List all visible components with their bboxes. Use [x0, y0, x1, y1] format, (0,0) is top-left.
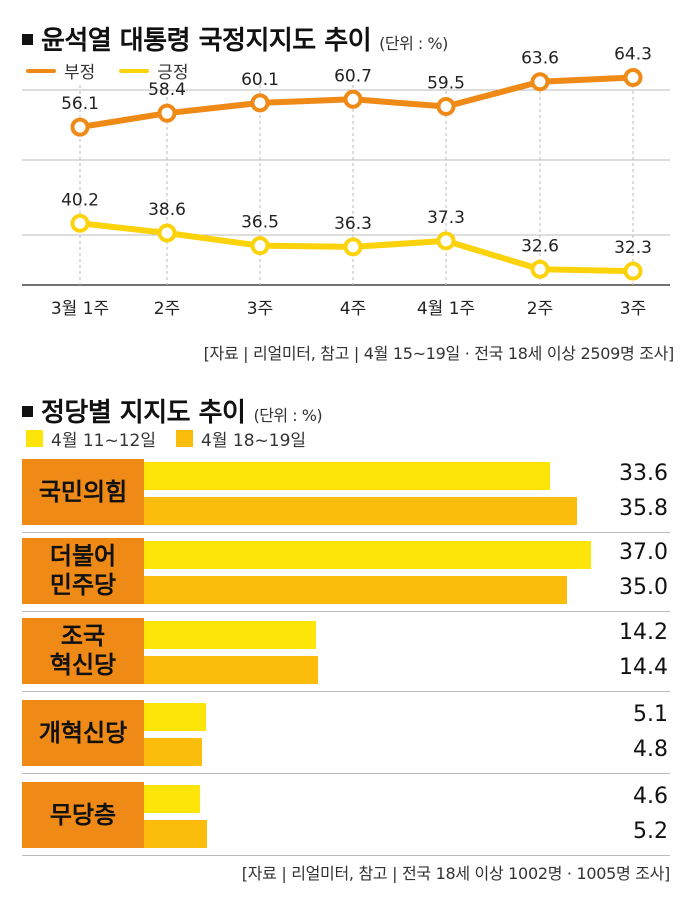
data-point [70, 117, 90, 137]
legend-week1-swatch [26, 430, 43, 447]
x-tick-label: 4월 1주 [417, 299, 475, 319]
legend-negative-label: 부정 [64, 63, 96, 83]
data-point [157, 223, 177, 243]
legend-positive-label: 긍정 [157, 63, 189, 83]
chart2-legend: 4월 11~12일 4월 18~19일 [26, 426, 306, 451]
bar-week1 [144, 462, 550, 490]
bar-week2 [144, 576, 567, 604]
bar-week1 [144, 621, 316, 649]
title-bullet-icon [22, 34, 33, 45]
data-label: 40.2 [61, 190, 99, 210]
data-point [623, 67, 643, 87]
title-bullet-icon [22, 406, 33, 417]
party-label: 조국 혁신당 [22, 618, 144, 684]
data-label: 32.6 [521, 236, 559, 256]
chart2-title-text: 정당별 지지도 추이 [41, 398, 246, 428]
group-divider [22, 691, 670, 692]
chart2-unit: (단위 : %) [253, 406, 323, 425]
data-label: 60.1 [241, 70, 279, 90]
chart1-source: [자료 | 리얼미터, 참고 | 4월 15~19일 · 전국 18세 이상 2… [203, 344, 675, 363]
bar-value-label: 37.0 [619, 540, 668, 565]
data-label: 36.3 [334, 214, 372, 234]
data-point [343, 237, 363, 257]
chart2-title: 정당별 지지도 추이 (단위 : %) [22, 392, 323, 429]
data-label: 38.6 [148, 200, 186, 220]
bar-value-label: 35.0 [619, 575, 668, 600]
data-point [70, 213, 90, 233]
data-point [250, 93, 270, 113]
data-label: 60.7 [334, 66, 372, 86]
data-label: 32.3 [614, 238, 652, 258]
bar-week2 [144, 497, 577, 525]
x-tick-label: 3주 [247, 299, 273, 319]
chart1-title: 윤석열 대통령 국정지지도 추이 (단위 : %) [22, 20, 448, 57]
bar-value-label: 14.4 [619, 655, 668, 680]
x-tick-label: 3월 1주 [51, 299, 109, 319]
bar-week1 [144, 785, 200, 813]
x-tick-label: 2주 [154, 299, 180, 319]
party-label: 개혁신당 [22, 700, 144, 766]
bar-value-label: 33.6 [619, 461, 668, 486]
data-point [623, 261, 643, 281]
data-point [343, 89, 363, 109]
data-label: 64.3 [614, 44, 652, 64]
party-label: 국민의힘 [22, 459, 144, 525]
x-tick-label: 4주 [340, 299, 366, 319]
line-chart: 56.1 58.4 60.1 60.7 59.5 63.6 64.3 40.2 38.6 36.5… [22, 44, 670, 319]
chart1-legend: 부정 긍정 [26, 58, 189, 83]
legend-negative-swatch [26, 68, 56, 73]
data-label: 63.6 [521, 49, 559, 69]
group-divider [22, 611, 670, 612]
bar-week2 [144, 656, 318, 684]
group-divider [22, 855, 670, 856]
bar-value-label: 35.8 [619, 496, 668, 521]
bar-week2 [144, 820, 207, 848]
data-point [157, 103, 177, 123]
data-label: 36.5 [241, 213, 279, 233]
data-label: 37.3 [427, 208, 465, 228]
legend-positive-swatch [119, 68, 150, 73]
party-label: 더불어 민주당 [22, 538, 144, 604]
data-point [250, 236, 270, 256]
bar-week1 [144, 541, 591, 569]
party-label: 무당층 [22, 782, 144, 848]
data-point [530, 259, 550, 279]
data-label: 59.5 [427, 74, 465, 94]
x-tick-label: 2주 [527, 299, 553, 319]
group-divider [22, 532, 670, 533]
data-label: 58.4 [148, 80, 186, 100]
bar-value-label: 5.2 [633, 819, 668, 844]
data-label: 56.1 [61, 94, 99, 114]
data-point [436, 231, 456, 251]
bar-week1 [144, 703, 206, 731]
bar-value-label: 4.6 [633, 784, 668, 809]
bar-week2 [144, 738, 202, 766]
data-point [436, 97, 456, 117]
bar-value-label: 5.1 [633, 702, 668, 727]
chart1-title-text: 윤석열 대통령 국정지지도 추이 [41, 26, 372, 56]
group-divider [22, 773, 670, 774]
chart2-source: [자료 | 리얼미터, 참고 | 전국 18세 이상 1002명 · 1005명… [241, 864, 671, 883]
data-point [530, 72, 550, 92]
chart1-unit: (단위 : %) [379, 34, 448, 53]
legend-week1-label: 4월 11~12일 [51, 431, 157, 451]
bar-value-label: 4.8 [633, 737, 668, 762]
bar-value-label: 14.2 [619, 620, 668, 645]
legend-week2-label: 4월 18~19일 [201, 431, 307, 451]
legend-week2-swatch [176, 430, 194, 447]
x-tick-label: 3주 [620, 299, 646, 319]
